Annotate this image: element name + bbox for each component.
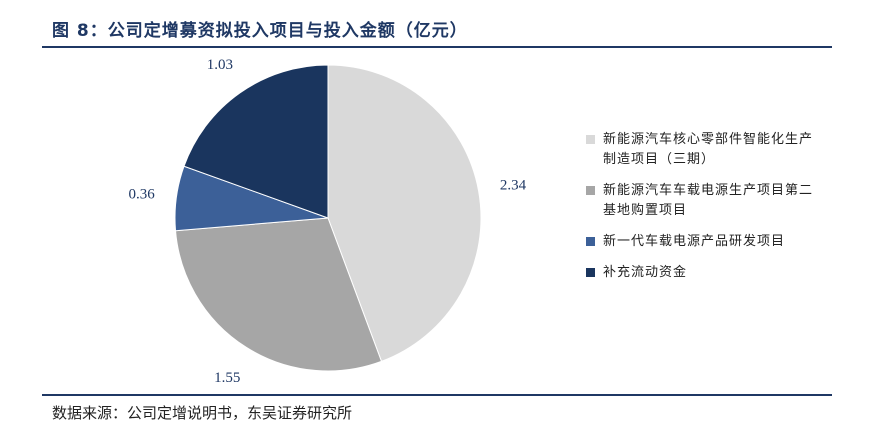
legend-item-4: 补充流动资金 [586, 263, 826, 283]
legend-label: 新一代车载电源产品研发项目 [603, 234, 786, 249]
pie-slice-1 [327, 64, 482, 362]
data-label-4: 1.03 [207, 57, 233, 73]
legend-swatch [586, 268, 595, 277]
pie-slice-4 [183, 64, 329, 219]
legend-label: 新能源汽车车载电源生产项目第二基地购置项目 [603, 183, 814, 218]
legend-item-2: 新能源汽车车载电源生产项目第二基地购置项目 [586, 181, 826, 221]
data-label-3: 0.36 [128, 186, 155, 202]
legend-label: 补充流动资金 [603, 265, 688, 280]
top-divider [42, 46, 832, 48]
data-label-2: 1.55 [214, 370, 240, 386]
legend-label: 新能源汽车核心零部件智能化生产制造项目（三期） [603, 132, 814, 167]
chart-legend: 新能源汽车核心零部件智能化生产制造项目（三期） 新能源汽车车载电源生产项目第二基地… [586, 130, 826, 294]
data-label-1: 2.34 [500, 178, 527, 194]
legend-item-1: 新能源汽车核心零部件智能化生产制造项目（三期） [586, 130, 826, 170]
figure-title: 图 8：公司定增募资拟投入项目与投入金额（亿元） [52, 21, 468, 41]
pie-slice-2 [174, 217, 383, 372]
legend-item-3: 新一代车载电源产品研发项目 [586, 232, 826, 252]
data-source-note: 数据来源：公司定增说明书，东吴证券研究所 [52, 404, 353, 422]
legend-swatch [586, 186, 595, 195]
legend-swatch [586, 237, 595, 246]
legend-swatch [586, 135, 595, 144]
bottom-divider [42, 394, 832, 396]
